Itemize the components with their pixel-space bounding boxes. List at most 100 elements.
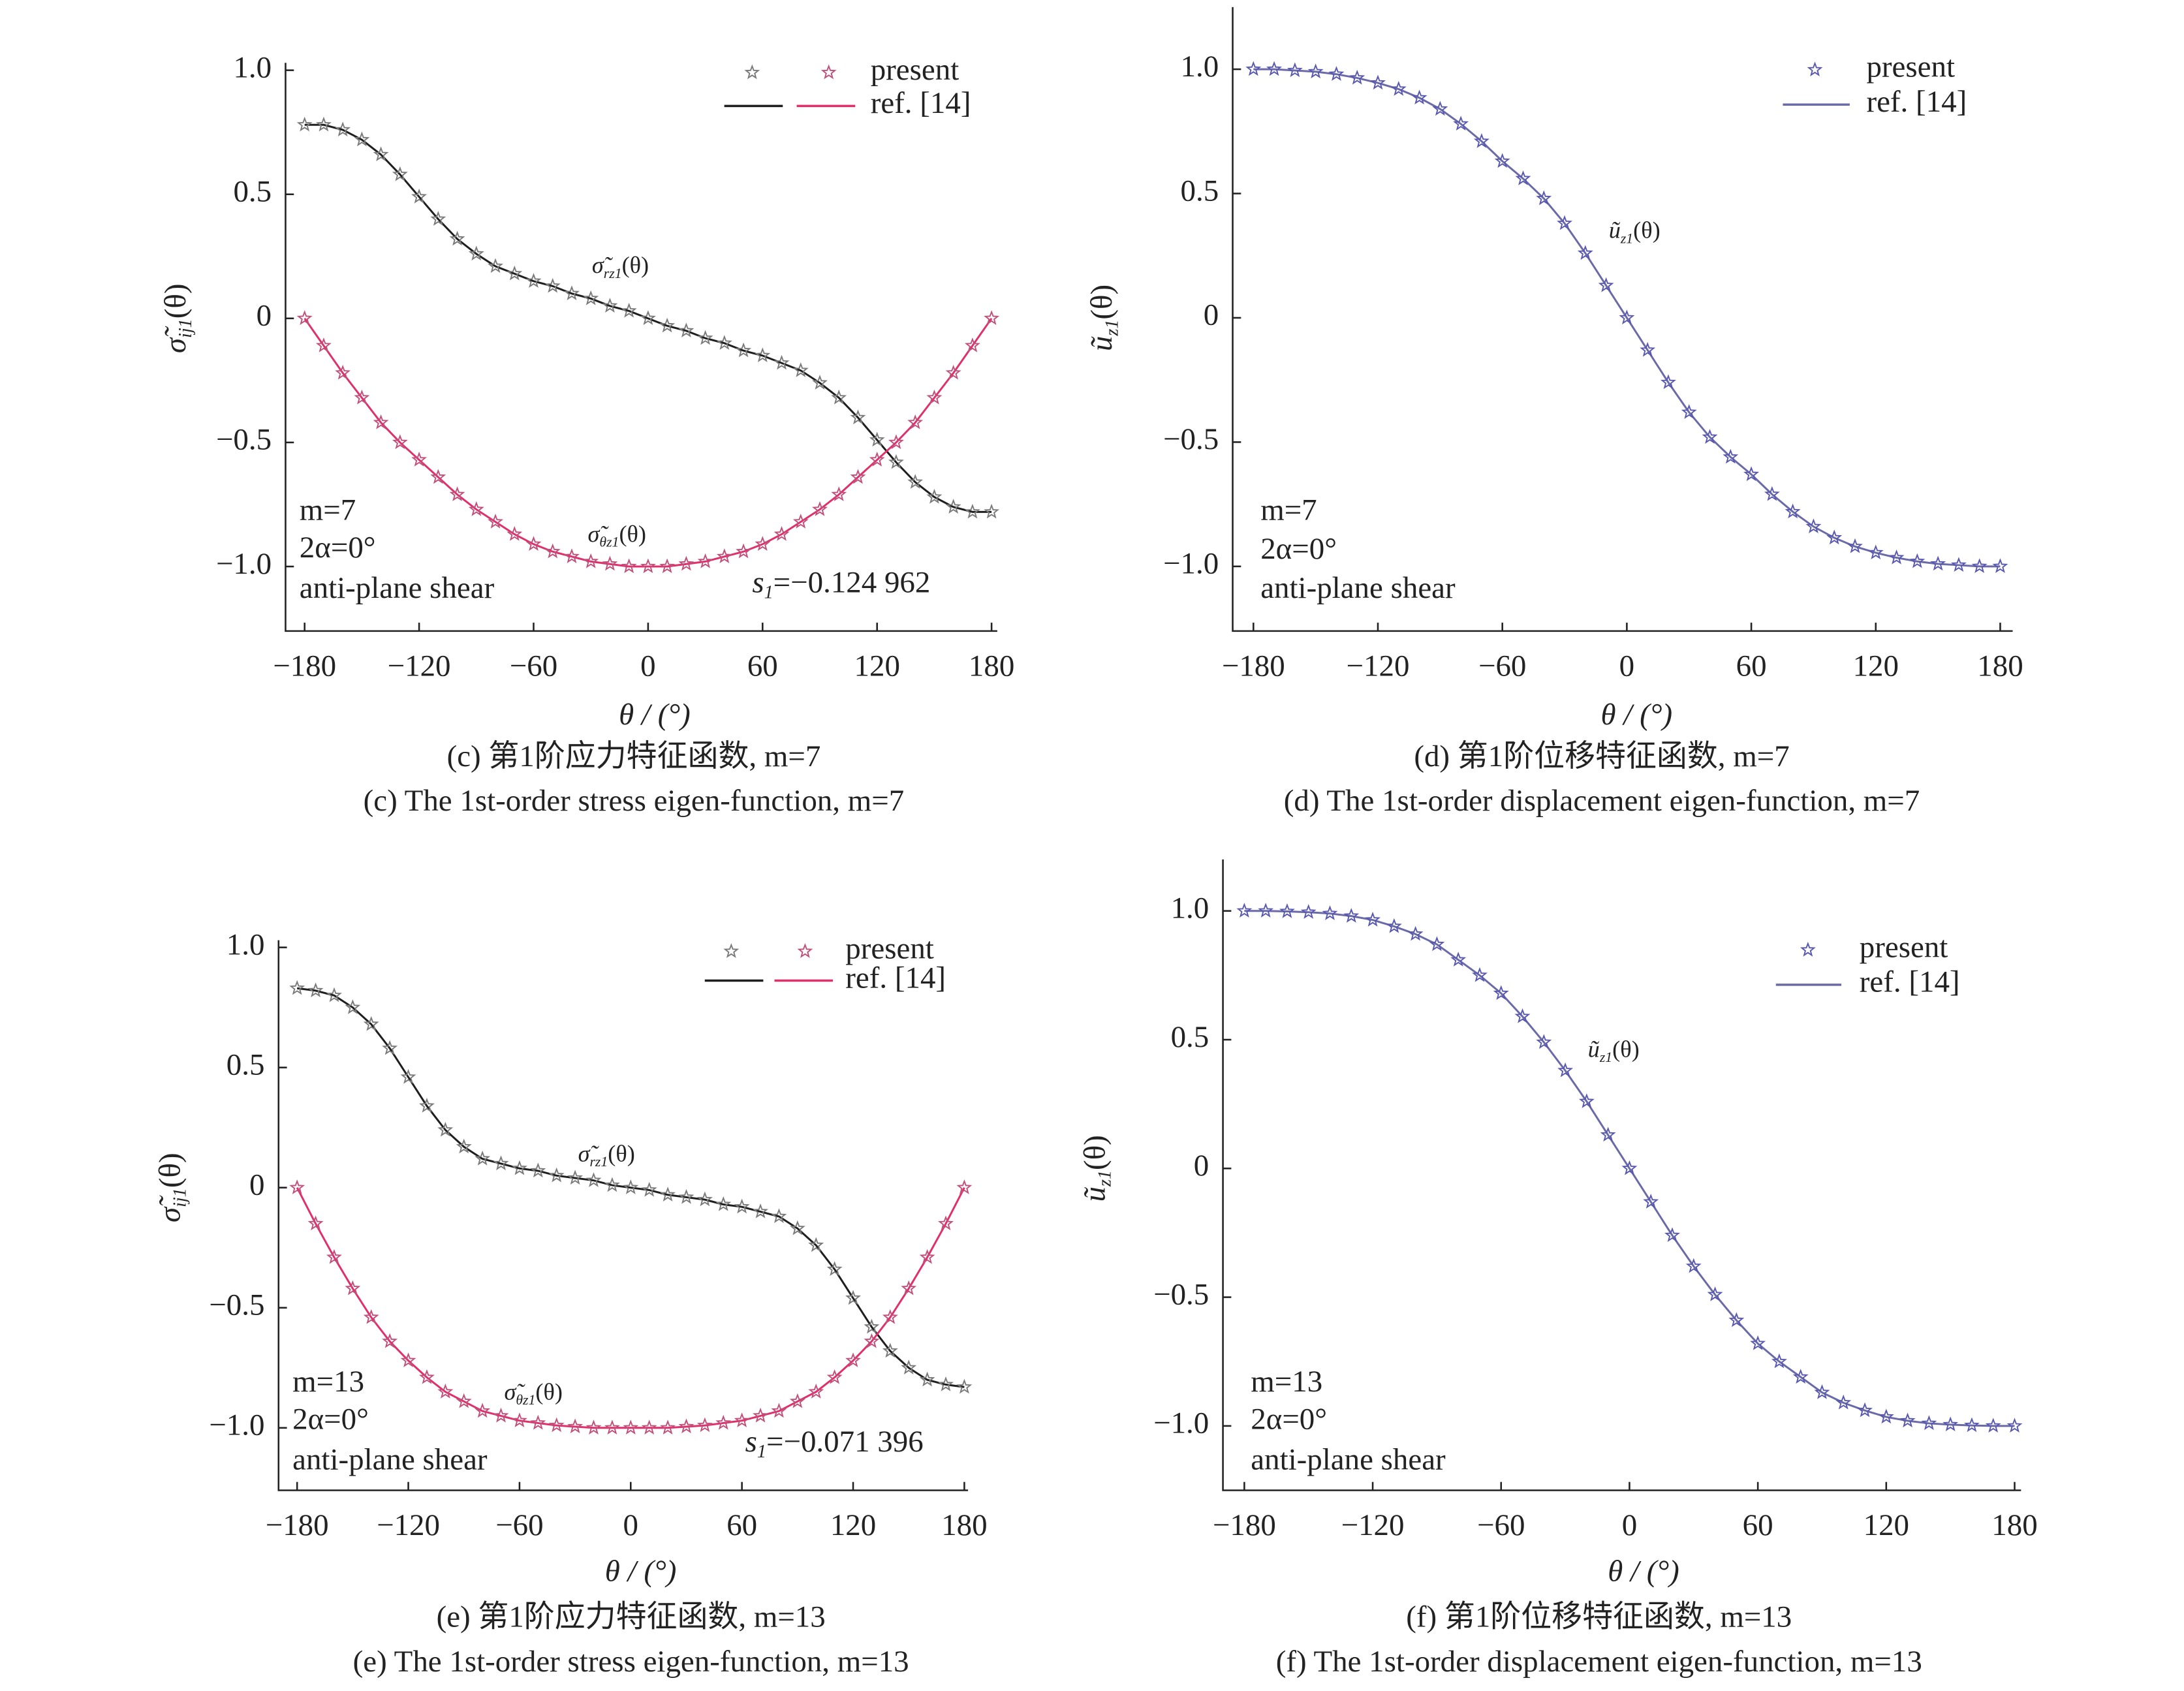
star-marker [850,469,866,484]
y-axis-label-arg: (θ) [153,1153,187,1188]
star-marker [296,310,313,325]
x-tick-label: −180 [1222,649,1285,683]
star-marker [419,1098,435,1113]
star-marker [315,337,332,352]
x-tick-label: 60 [726,1508,757,1542]
x-tick-label: 180 [941,1508,987,1542]
star-marker [604,1177,620,1192]
star-marker [1707,1286,1723,1301]
star-marker [771,1208,787,1224]
annotation: m=7 [1260,493,1317,527]
star-marker [773,354,790,370]
star-marker [1429,936,1445,952]
x-tick-label: 180 [1991,1508,2037,1542]
star-marker [901,1280,917,1295]
star-marker [697,553,713,568]
y-axis-label: σ̃ij1(θ) [153,1153,191,1222]
axis-spine [1232,7,2013,632]
y-tick-label: −1.0 [1153,1406,1209,1440]
star-marker [289,1179,305,1194]
star-marker [1494,153,1510,168]
star-marker [1411,89,1427,105]
star-marker [792,514,809,529]
star-marker [621,302,637,318]
curve-label-sub: rz1 [589,1154,608,1170]
star-marker [1681,404,1697,419]
exponent-note: s1=−0.124 962 [752,565,930,603]
star-marker [1245,61,1262,76]
star-marker [1971,558,1988,574]
star-marker [1536,1034,1552,1049]
legend-label: ref. [14] [871,86,971,120]
curve-label: σ̃θz1(θ) [504,1379,562,1408]
caption: (d) 第1阶位移特征函数, m=7 [1414,739,1789,773]
curve [1244,910,2015,1427]
annotation: anti-plane shear [1251,1443,1446,1477]
axis-spine [277,940,969,1491]
curve [1253,68,2001,568]
y-tick-label: 1.0 [1171,892,1209,925]
star-marker [1322,905,1338,920]
star-marker [1723,448,1739,464]
star-marker [382,1333,398,1348]
star-marker [945,499,961,514]
star-marker [468,501,484,516]
curve-label-base: ũ [1609,217,1621,243]
caption: (c) The 1st-order stress eigen-function,… [364,784,905,818]
star-marker [697,330,713,345]
star-marker [640,558,656,574]
star-marker [1785,503,1801,519]
star-marker [696,1417,713,1433]
star-marker [507,265,523,281]
star-marker [456,1138,472,1154]
y-tick-label: −0.5 [216,423,272,457]
y-tick-label: 1.0 [1181,50,1219,84]
star-marker [475,1151,491,1166]
star-marker [1600,1126,1616,1142]
x-tick-label: −120 [388,649,451,683]
star-marker [926,389,943,405]
star-marker [812,501,828,516]
star-marker [1878,1408,1894,1424]
x-tick-label: 180 [1977,649,2023,683]
caption: (d) The 1st-order displacement eigen-fun… [1284,784,1920,818]
star-marker [621,558,637,574]
star-marker [1750,1335,1766,1350]
star-marker [525,273,542,288]
star-marker [511,1412,527,1427]
star-marker [1764,486,1780,501]
x-tick-label: −180 [266,1508,329,1542]
star-marker [1258,903,1274,918]
star-marker [1365,911,1381,927]
star-marker [753,1203,768,1218]
annotation: 2α=0° [1260,532,1337,566]
star-marker [1985,1418,2001,1433]
y-axis-label-arg: (θ) [159,284,193,319]
legend-marker [797,943,813,958]
star-marker [812,375,828,390]
star-marker [1450,952,1467,967]
star-marker [548,1417,565,1433]
annotation: 2α=0° [1251,1403,1327,1436]
y-tick-label: 0 [1194,1149,1209,1183]
star-marker [363,1309,379,1324]
star-marker [1640,341,1656,357]
star-marker [771,1403,787,1418]
star-marker [984,503,1000,519]
legend-label: ref. [14] [1866,85,1967,119]
x-tick-label: −60 [495,1508,543,1542]
annotation: 2α=0° [292,1403,369,1436]
star-marker [789,1393,805,1408]
star-marker [1390,81,1407,96]
star-marker [604,1420,620,1435]
y-tick-label: 1.0 [226,927,265,961]
star-marker [1930,555,1946,571]
star-marker [544,543,561,559]
star-marker [449,486,465,501]
star-marker [335,364,351,380]
x-tick-label: −180 [273,649,336,683]
x-tick-label: −120 [1341,1508,1405,1542]
caption: (e) The 1st-order stress eigen-function,… [353,1645,909,1679]
